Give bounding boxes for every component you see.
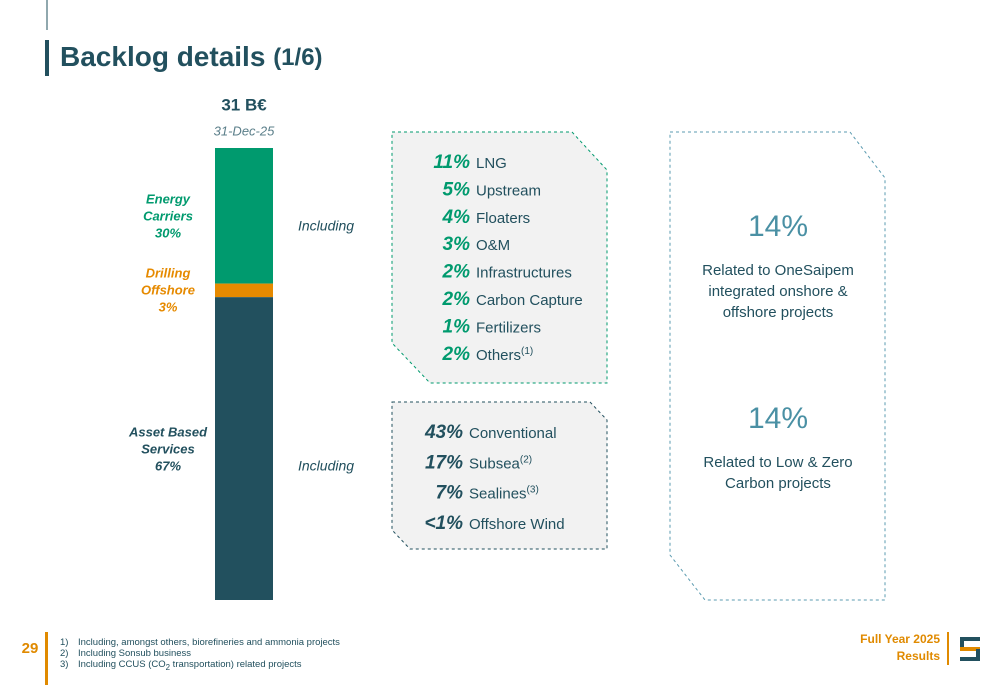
item: Offshore Wind <box>469 516 565 533</box>
subscript: 2 <box>165 662 171 672</box>
page-number: 29 <box>22 640 39 657</box>
report-name: Results <box>897 649 941 663</box>
footnote-number: 1) <box>60 637 69 648</box>
highlight-value: 14% <box>747 210 809 243</box>
including-label: Including <box>298 458 354 474</box>
energy-box <box>391 131 608 384</box>
logo <box>960 637 980 661</box>
highlight: 14% Related to OneSaipem integrated onsh… <box>680 210 876 323</box>
share: 3% <box>443 234 471 255</box>
share: 7% <box>436 483 464 504</box>
share: 1% <box>443 316 471 337</box>
item: Subsea(2) <box>469 454 532 472</box>
segment-label: Drilling Offshore 3% <box>120 265 216 316</box>
highlight: 14% Related to Low & Zero Carbon project… <box>680 402 876 494</box>
footnote: 3) Including CCUS (CO2 transportation) re… <box>60 659 340 673</box>
asset-box <box>391 401 608 550</box>
item: Sealines(3) <box>469 484 539 502</box>
share: 2% <box>442 262 471 283</box>
value-label: 3% <box>158 299 178 315</box>
item: Others(1) <box>476 345 533 363</box>
value-label: 67% <box>154 458 182 474</box>
item-label: Offshore Wind <box>469 516 565 533</box>
share: 2% <box>442 289 471 310</box>
item: LNG <box>476 155 507 172</box>
slide-title: Backlog details (1/6) <box>60 41 323 72</box>
footnotes: 1) Including, amongst others, biorefineri… <box>60 637 340 673</box>
item-label: Floaters <box>476 210 530 227</box>
share: 43% <box>424 422 463 443</box>
title-part: (1/6) <box>273 44 322 71</box>
share: 5% <box>443 179 471 200</box>
category-label: 31-Dec-25 <box>214 123 275 138</box>
share: <1% <box>424 513 463 534</box>
item-label: O&M <box>476 237 510 254</box>
item: Infrastructures <box>476 265 572 282</box>
footnote-text: Including, amongst others, biorefineries… <box>78 637 340 648</box>
bar-segment <box>215 148 273 284</box>
title-accent <box>45 40 49 76</box>
series-name: Energy Carriers <box>143 191 193 224</box>
item: Fertilizers <box>476 319 541 336</box>
item-label: Sealines <box>469 486 527 503</box>
item-label: Others <box>476 347 521 364</box>
footnote: 2) Including Sonsub business <box>60 648 340 659</box>
footnote-text: Including CCUS (CO <box>78 659 166 670</box>
series-name: Asset Based Services <box>128 424 208 457</box>
footnote-ref: (3) <box>527 484 539 495</box>
footer-accent <box>45 632 48 685</box>
item: O&M <box>476 237 510 254</box>
series-name: Drilling Offshore <box>141 265 195 298</box>
bar-segment <box>215 297 273 600</box>
item-label: LNG <box>476 155 507 172</box>
share: 17% <box>425 452 463 473</box>
chart-title: 31 B€ <box>221 95 267 114</box>
item: Floaters <box>476 210 530 227</box>
title-text: Backlog details <box>60 41 265 72</box>
footnote-ref: (2) <box>520 454 532 465</box>
segment-label: Asset Based Services 67% <box>120 423 216 474</box>
bar-segment <box>215 283 273 298</box>
highlight-text: Related to OneSaipem integrated onshore … <box>702 262 854 321</box>
share: 2% <box>442 344 471 365</box>
item-label: Carbon Capture <box>476 292 583 309</box>
footnote-ref: (1) <box>521 345 533 356</box>
footnote: 1) Including, amongst others, biorefineri… <box>60 637 340 648</box>
report-name: Full Year 2025 <box>860 632 940 646</box>
item: Carbon Capture <box>476 292 583 309</box>
item-label: Upstream <box>476 182 541 199</box>
footnote-text: Including Sonsub business <box>78 648 192 659</box>
item: Upstream <box>476 182 541 199</box>
share: 11% <box>433 152 470 173</box>
footnote-number: 3) <box>60 659 69 670</box>
item-label: Conventional <box>469 425 557 442</box>
item-label: Fertilizers <box>476 319 541 336</box>
highlight-box <box>669 131 886 601</box>
share: 4% <box>442 207 471 228</box>
item-label: Infrastructures <box>476 265 572 282</box>
footnote-number: 2) <box>60 648 69 659</box>
footnote-text: transportation) related projects <box>170 659 302 670</box>
including-label: Including <box>298 218 354 234</box>
value-label: 30% <box>154 225 182 241</box>
item-label: Subsea <box>469 455 521 472</box>
segment-label: Energy Carriers 30% <box>120 190 216 241</box>
highlight-value: 14% <box>747 402 809 435</box>
item: Conventional <box>469 425 557 442</box>
highlight-text: Related to Low & Zero Carbon projects <box>703 454 853 492</box>
